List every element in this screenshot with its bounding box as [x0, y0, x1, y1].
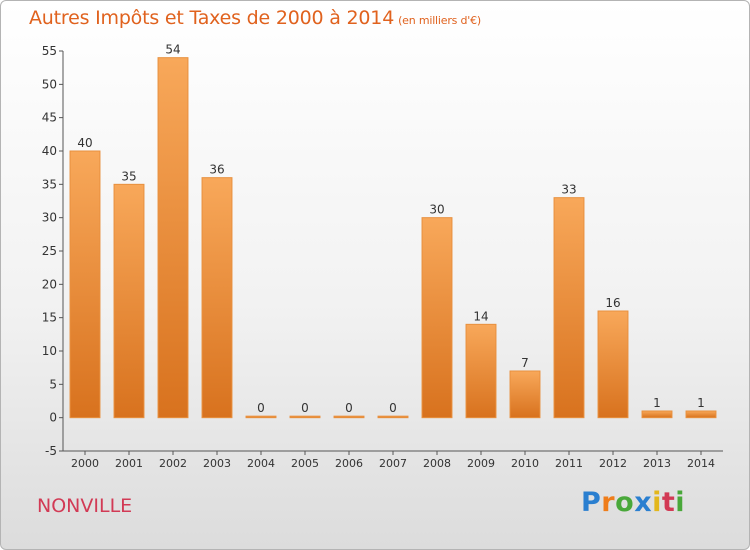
data-label: 14	[473, 309, 488, 323]
place-name: NONVILLE	[37, 495, 133, 517]
chart-title-text: Autres Impôts et Taxes de 2000 à 2014	[29, 7, 395, 29]
bar	[465, 323, 497, 419]
logo-letter: r	[601, 487, 616, 518]
x-tick-label: 2007	[379, 457, 407, 470]
bar	[553, 197, 585, 419]
y-tick-label: -5	[45, 444, 57, 458]
y-tick-label: 45	[42, 111, 57, 125]
data-label: 40	[77, 136, 92, 150]
data-label: 54	[165, 43, 180, 57]
y-tick-label: 20	[42, 277, 57, 291]
data-label: 35	[121, 169, 136, 183]
x-tick-label: 2011	[555, 457, 583, 470]
bar	[69, 150, 101, 419]
x-tick-label: 2000	[71, 457, 99, 470]
y-tick-label: 30	[42, 211, 57, 225]
y-tick-label: 10	[42, 344, 57, 358]
data-label: 33	[561, 183, 576, 197]
data-label: 16	[605, 296, 620, 310]
chart-title: Autres Impôts et Taxes de 2000 à 2014 (en…	[29, 7, 481, 29]
x-tick-label: 2002	[159, 457, 187, 470]
bar	[377, 415, 409, 419]
x-tick-label: 2010	[511, 457, 539, 470]
x-tick-label: 2012	[599, 457, 627, 470]
data-label: 36	[209, 163, 224, 177]
bar	[641, 410, 673, 419]
logo-letter: i	[675, 487, 686, 518]
bar	[597, 310, 629, 419]
proxiti-logo: Proxiti	[581, 487, 685, 518]
bar	[157, 57, 189, 419]
data-label: 0	[257, 401, 265, 415]
bar	[333, 415, 365, 419]
data-label: 0	[301, 401, 309, 415]
y-tick-label: 5	[49, 377, 57, 391]
data-label: 1	[653, 396, 661, 410]
logo-letter: x	[634, 487, 653, 518]
data-label: 30	[429, 203, 444, 217]
bar	[289, 415, 321, 419]
x-tick-label: 2005	[291, 457, 319, 470]
bar	[201, 177, 233, 419]
x-tick-label: 2003	[203, 457, 231, 470]
bar	[113, 183, 145, 419]
bar	[509, 370, 541, 419]
bar	[245, 415, 277, 419]
logo-letter: t	[661, 487, 676, 518]
x-tick-label: 2006	[335, 457, 363, 470]
x-tick-label: 2001	[115, 457, 143, 470]
bar	[421, 217, 453, 419]
y-tick-label: 25	[42, 244, 57, 258]
x-tick-label: 2014	[687, 457, 715, 470]
x-tick-label: 2013	[643, 457, 671, 470]
bar	[685, 410, 717, 419]
data-label: 7	[521, 356, 529, 370]
y-tick-label: 50	[42, 77, 57, 91]
y-tick-label: 35	[42, 177, 57, 191]
chart-unit: (en milliers d'€)	[398, 14, 481, 27]
logo-letter: P	[581, 487, 602, 518]
y-tick-label: 0	[49, 411, 57, 425]
y-tick-label: 15	[42, 311, 57, 325]
x-tick-label: 2009	[467, 457, 495, 470]
data-label: 0	[389, 401, 397, 415]
data-label: 1	[697, 396, 705, 410]
x-tick-label: 2008	[423, 457, 451, 470]
data-label: 0	[345, 401, 353, 415]
x-tick-label: 2004	[247, 457, 275, 470]
logo-letter: o	[615, 487, 635, 518]
y-tick-label: 55	[42, 44, 57, 58]
y-tick-label: 40	[42, 144, 57, 158]
chart-bars: 40 35 54 36 0 0 0 0 30 14 7 33 16 1 1	[69, 43, 717, 419]
logo-letter: i	[652, 487, 662, 518]
